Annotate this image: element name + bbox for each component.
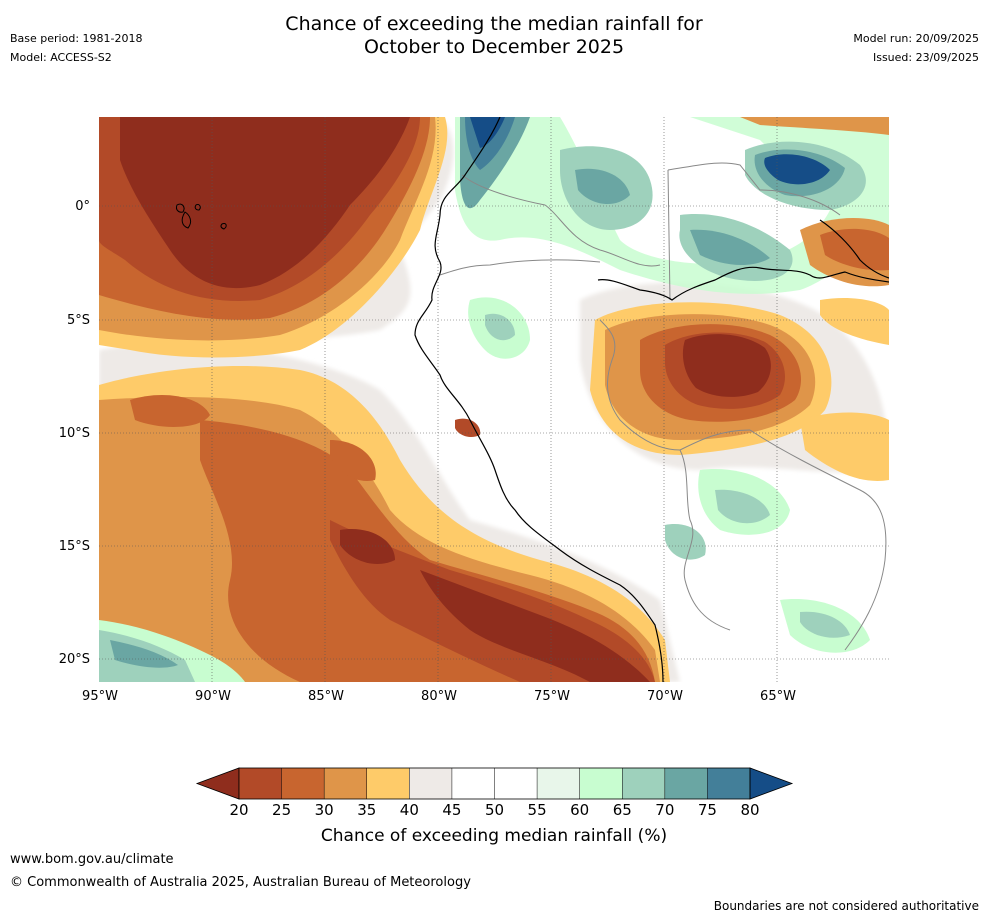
x-tick-95w: 95°W <box>82 689 118 704</box>
y-tick-20s: 20°S <box>58 652 90 667</box>
colorbar-segment <box>494 768 538 799</box>
colorbar-tick-50: 50 <box>484 801 505 819</box>
colorbar-arrow-high <box>749 767 794 800</box>
colorbar-tick-20: 20 <box>229 801 249 819</box>
colorbar-tick-55: 55 <box>527 801 547 819</box>
x-tick-85w: 85°W <box>308 689 344 704</box>
y-tick-5s: 5°S <box>66 313 90 328</box>
colorbar-tick-60: 60 <box>570 801 590 819</box>
colorbar-segment <box>409 768 452 799</box>
colorbar-tick-30: 30 <box>314 801 334 819</box>
model-text: Model: ACCESS-S2 <box>10 51 112 64</box>
x-tick-75w: 75°W <box>534 689 570 704</box>
x-tick-90w: 90°W <box>195 689 231 704</box>
colorbar-tick-40: 40 <box>399 801 419 819</box>
colorbar-tick-70: 70 <box>655 801 675 819</box>
y-tick-15s: 15°S <box>58 539 90 554</box>
colorbar-segment <box>579 768 623 799</box>
copyright-text: © Commonwealth of Australia 2025, Austra… <box>10 875 471 890</box>
colorbar-tick-25: 25 <box>272 801 292 819</box>
colorbar-segment <box>239 768 282 799</box>
x-tick-65w: 65°W <box>760 689 796 704</box>
colorbar-tick-65: 65 <box>612 801 632 819</box>
x-tick-70w: 70°W <box>647 689 683 704</box>
issued-text: Issued: 23/09/2025 <box>872 51 979 64</box>
model-run-text: Model run: 20/09/2025 <box>853 32 979 45</box>
x-tick-80w: 80°W <box>421 689 457 704</box>
colorbar-tick-35: 35 <box>357 801 377 819</box>
y-tick-0: 0° <box>75 199 90 214</box>
colorbar-tick-45: 45 <box>442 801 462 819</box>
colorbar-tick-80: 80 <box>740 801 760 819</box>
title-line-1: Chance of exceeding the median rainfall … <box>285 13 703 35</box>
title-line-2: October to December 2025 <box>363 36 625 58</box>
colorbar-segment <box>281 768 325 799</box>
graticule <box>99 117 889 682</box>
colorbar-segment <box>622 768 665 799</box>
colorbar <box>195 767 794 800</box>
map-canvas <box>99 117 889 682</box>
colorbar-arrow-low <box>195 767 240 800</box>
colorbar-tick-75: 75 <box>697 801 717 819</box>
colorbar-label: Chance of exceeding median rainfall (%) <box>320 826 668 846</box>
colorbar-segment <box>451 768 495 799</box>
y-tick-10s: 10°S <box>58 426 90 441</box>
colorbar-segment <box>537 768 580 799</box>
coastline <box>414 117 889 682</box>
galapagos-islands <box>176 203 227 230</box>
website-url: www.bom.gov.au/climate <box>10 852 174 867</box>
colorbar-segment <box>664 768 708 799</box>
colorbar-segment <box>366 768 410 799</box>
country-borders <box>439 162 887 651</box>
base-period-text: Base period: 1981-2018 <box>10 32 143 45</box>
map-title: Chance of exceeding the median rainfall … <box>0 13 988 59</box>
boundaries-disclaimer: Boundaries are not considered authoritat… <box>713 899 979 913</box>
colorbar-segment <box>707 768 750 799</box>
colorbar-segment <box>324 768 367 799</box>
